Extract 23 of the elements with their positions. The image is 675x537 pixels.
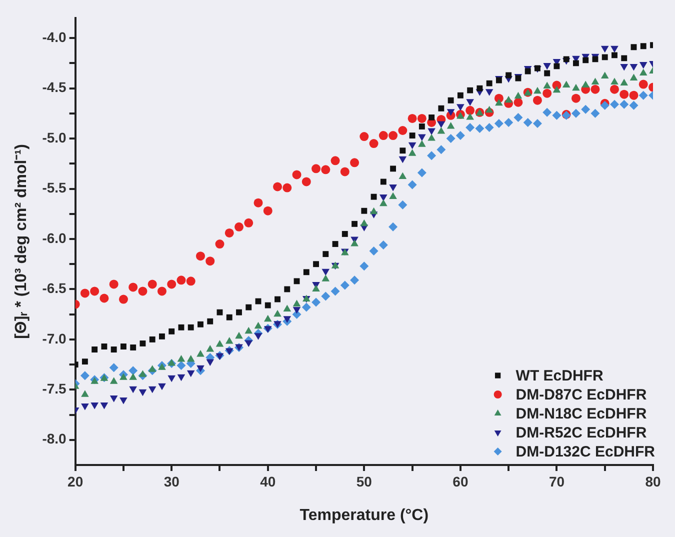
legend-label: WT EcDHFR bbox=[516, 368, 604, 385]
y-tick-label: -6.5 bbox=[42, 280, 67, 296]
y-tick-label: -5.5 bbox=[42, 180, 67, 196]
x-tick-label: 40 bbox=[260, 473, 276, 490]
y-tick-label: -7.5 bbox=[42, 380, 67, 397]
y-tick-label: -4.0 bbox=[42, 28, 67, 45]
x-tick-label: 30 bbox=[164, 473, 180, 490]
y-axis-title: [Θ]ᵣ * (10³ deg cm² dmol⁻¹) bbox=[13, 144, 30, 339]
y-tick-label: -4.5 bbox=[42, 79, 67, 96]
x-tick-label: 20 bbox=[68, 473, 84, 490]
x-axis-title: Temperature (°C) bbox=[300, 506, 429, 524]
x-tick-label: 70 bbox=[548, 473, 565, 490]
x-tick-label: 50 bbox=[356, 473, 372, 490]
legend-label: DM-R52C EcDHFR bbox=[516, 424, 647, 442]
y-tick-label: -6.0 bbox=[42, 230, 67, 246]
y-tick-label: -8.0 bbox=[42, 430, 67, 447]
legend-label: DM-D87C EcDHFR bbox=[516, 386, 647, 404]
legend-label: DM-N18C EcDHFR bbox=[516, 406, 647, 423]
x-tick-label: 60 bbox=[452, 473, 468, 490]
legend-label: DM-D132C EcDHFR bbox=[516, 444, 656, 461]
y-tick-label: -7.0 bbox=[42, 330, 67, 346]
y-tick-label: -5.0 bbox=[42, 129, 67, 146]
x-tick-label: 80 bbox=[645, 473, 661, 490]
